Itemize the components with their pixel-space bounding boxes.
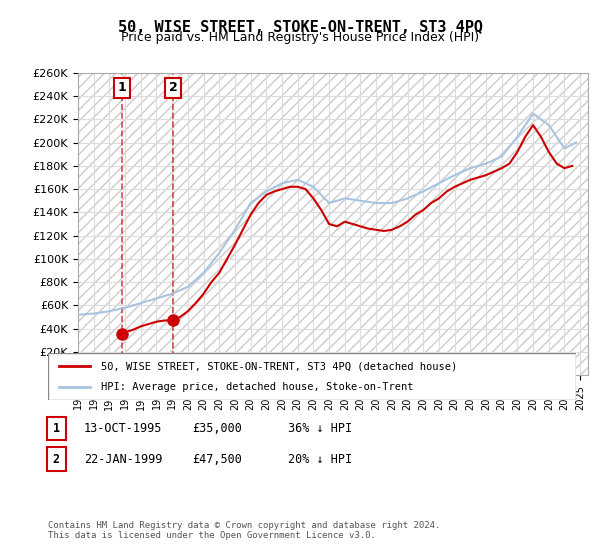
FancyBboxPatch shape	[48, 353, 576, 400]
Text: 2: 2	[53, 452, 60, 466]
Text: £35,000: £35,000	[192, 422, 242, 435]
Text: Price paid vs. HM Land Registry's House Price Index (HPI): Price paid vs. HM Land Registry's House …	[121, 31, 479, 44]
Text: 2: 2	[169, 81, 178, 95]
Text: 50, WISE STREET, STOKE-ON-TRENT, ST3 4PQ (detached house): 50, WISE STREET, STOKE-ON-TRENT, ST3 4PQ…	[101, 361, 457, 371]
Text: 36% ↓ HPI: 36% ↓ HPI	[288, 422, 352, 435]
Text: 13-OCT-1995: 13-OCT-1995	[84, 422, 163, 435]
Text: 1: 1	[53, 422, 60, 435]
Text: 1: 1	[118, 81, 126, 95]
Text: 22-JAN-1999: 22-JAN-1999	[84, 452, 163, 466]
Text: 50, WISE STREET, STOKE-ON-TRENT, ST3 4PQ: 50, WISE STREET, STOKE-ON-TRENT, ST3 4PQ	[118, 20, 482, 35]
Text: Contains HM Land Registry data © Crown copyright and database right 2024.
This d: Contains HM Land Registry data © Crown c…	[48, 521, 440, 540]
Text: 20% ↓ HPI: 20% ↓ HPI	[288, 452, 352, 466]
Text: £47,500: £47,500	[192, 452, 242, 466]
Text: HPI: Average price, detached house, Stoke-on-Trent: HPI: Average price, detached house, Stok…	[101, 382, 413, 392]
